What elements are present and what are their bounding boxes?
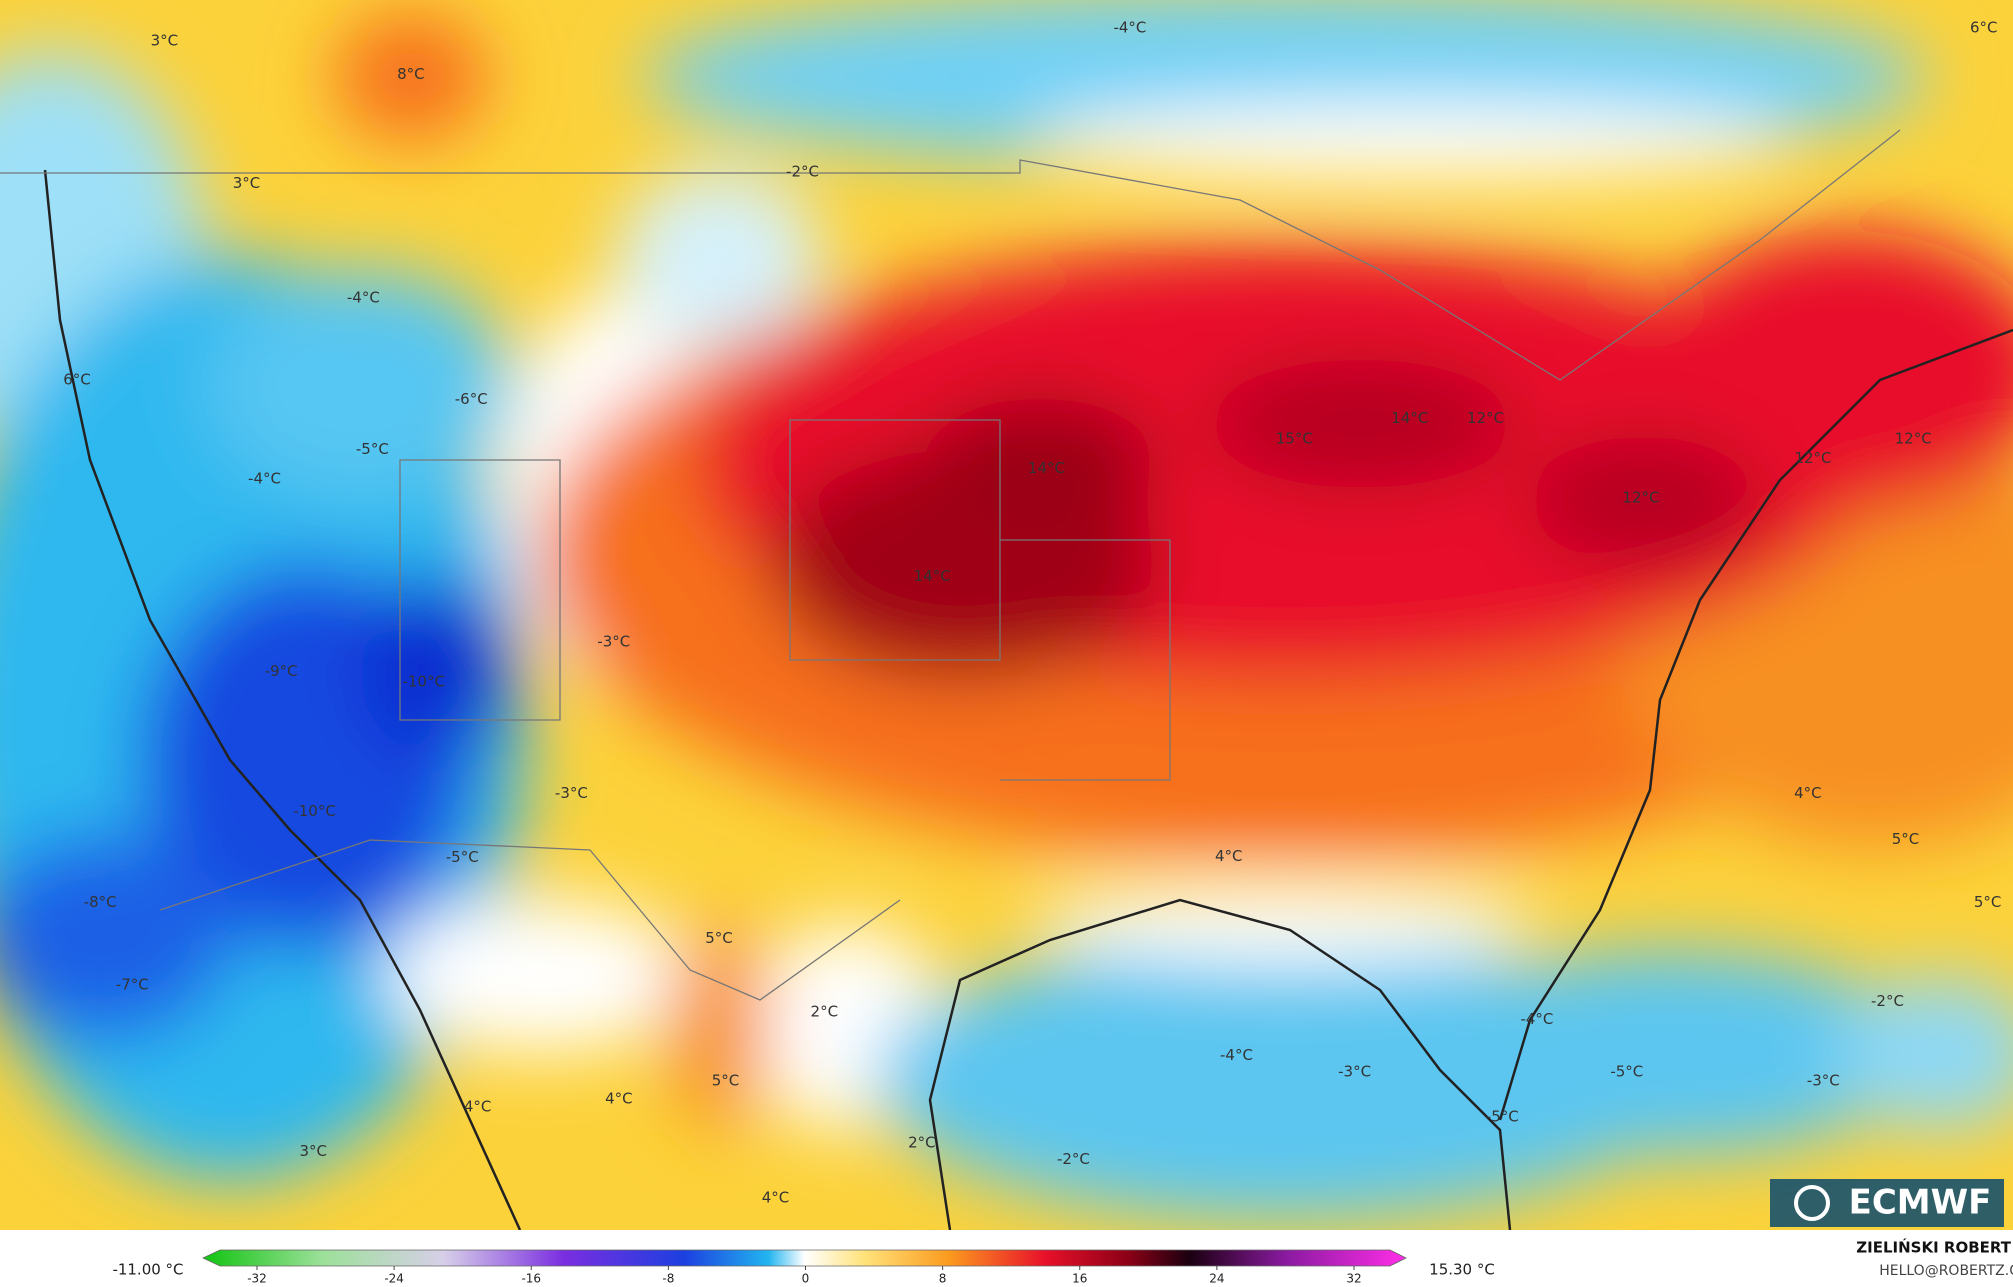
temperature-label: -7°C (116, 975, 149, 993)
temperature-label: -4°C (1520, 1010, 1553, 1028)
colorbar-max: 15.30 °C (1429, 1261, 1495, 1279)
temperature-label: 2°C (811, 1002, 839, 1020)
temperature-label: 12°C (1794, 449, 1831, 467)
map-labels: 3°C 8°C -4°C 6°C 3°C -2°C -4°C 6°C -6°C -5°C -4°C 1… (63, 19, 2001, 1207)
temperature-label: -2°C (1057, 1150, 1090, 1168)
colorbar-tick-label: -8 (662, 1272, 674, 1286)
temperature-label: -3°C (597, 633, 630, 651)
temperature-label: -8°C (84, 893, 117, 911)
temperature-label: -3°C (1338, 1063, 1371, 1081)
temperature-label: -5°C (446, 848, 479, 866)
temperature-label: 2°C (908, 1133, 936, 1151)
temperature-label: -5°C (356, 440, 389, 458)
temperature-label: 12°C (1467, 409, 1504, 427)
credit-contact: HELLO@ROBERTZ.CO (1879, 1263, 2013, 1279)
temperature-label: 6°C (63, 371, 91, 389)
temperature-label: -6°C (455, 390, 488, 408)
colorbar-tick-label: 8 (939, 1272, 947, 1286)
temperature-label: 4°C (1794, 784, 1822, 802)
colorbar-tick-label: -16 (521, 1272, 541, 1286)
temperature-label: -4°C (347, 288, 380, 306)
colorbar-tick-label: 0 (802, 1272, 810, 1286)
temperature-label: 4°C (762, 1188, 790, 1206)
temperature-label: -2°C (1871, 992, 1904, 1010)
colorbar-tick-label: 16 (1072, 1272, 1087, 1286)
temperature-label: -3°C (555, 784, 588, 802)
temperature-label: -5°C (1486, 1108, 1519, 1126)
temperature-label: 15°C (1276, 430, 1313, 448)
temperature-label: -5°C (1610, 1063, 1643, 1081)
colorbar-min: -11.00 °C (112, 1261, 183, 1279)
temperature-label: -2°C (786, 163, 819, 181)
temperature-label: -4°C (1113, 19, 1146, 37)
temperature-label: 5°C (712, 1072, 740, 1090)
temperature-label: 3°C (300, 1142, 328, 1160)
temperature-label: 3°C (233, 174, 261, 192)
credit-name: ZIELIŃSKI ROBERT (1856, 1238, 2011, 1257)
temperature-label: 4°C (1215, 847, 1243, 865)
temperature-label: 12°C (1622, 489, 1659, 507)
colorbar: -11.00 °C 15.30 °C -32 -24 -16 -8 0 8 16 24 32 (112, 1249, 1495, 1286)
temperature-label: 5°C (1974, 893, 2002, 911)
temperature-label: -4°C (248, 469, 281, 487)
temperature-label: -10°C (402, 672, 444, 690)
temperature-label: 14°C (1028, 459, 1065, 477)
temperature-label: 4°C (605, 1090, 633, 1108)
temperature-label: 8°C (397, 65, 425, 83)
logo-text: ECMWF (1849, 1183, 1992, 1223)
temperature-label: -9°C (265, 662, 298, 680)
temperature-label: 5°C (1892, 830, 1920, 848)
temperature-label: 12°C (1895, 430, 1932, 448)
temperature-label: 3°C (151, 32, 179, 50)
coastlines (43, 169, 2013, 1230)
borders (0, 129, 1901, 1001)
temperature-label: 6°C (1970, 19, 1998, 37)
temperature-label: 4°C (464, 1097, 492, 1115)
colorbar-tick-label: -24 (384, 1272, 404, 1286)
colorbar-tick-label: 24 (1209, 1272, 1224, 1286)
logo: ECMWF (1770, 1179, 2004, 1227)
temperature-label: 5°C (705, 929, 733, 947)
colorbar-tick-label: -32 (247, 1272, 267, 1286)
temperature-label: -10°C (293, 802, 335, 820)
temperature-label: 14°C (914, 567, 951, 585)
temperature-label: -4°C (1220, 1046, 1253, 1064)
temperature-label: 14°C (1391, 409, 1428, 427)
colorbar-tick-label: 32 (1346, 1272, 1361, 1286)
map-field: 3°C 8°C -4°C 6°C 3°C -2°C -4°C 6°C -6°C -5°C -4°C 1… (0, 0, 2013, 1230)
temperature-label: -3°C (1807, 1072, 1840, 1090)
